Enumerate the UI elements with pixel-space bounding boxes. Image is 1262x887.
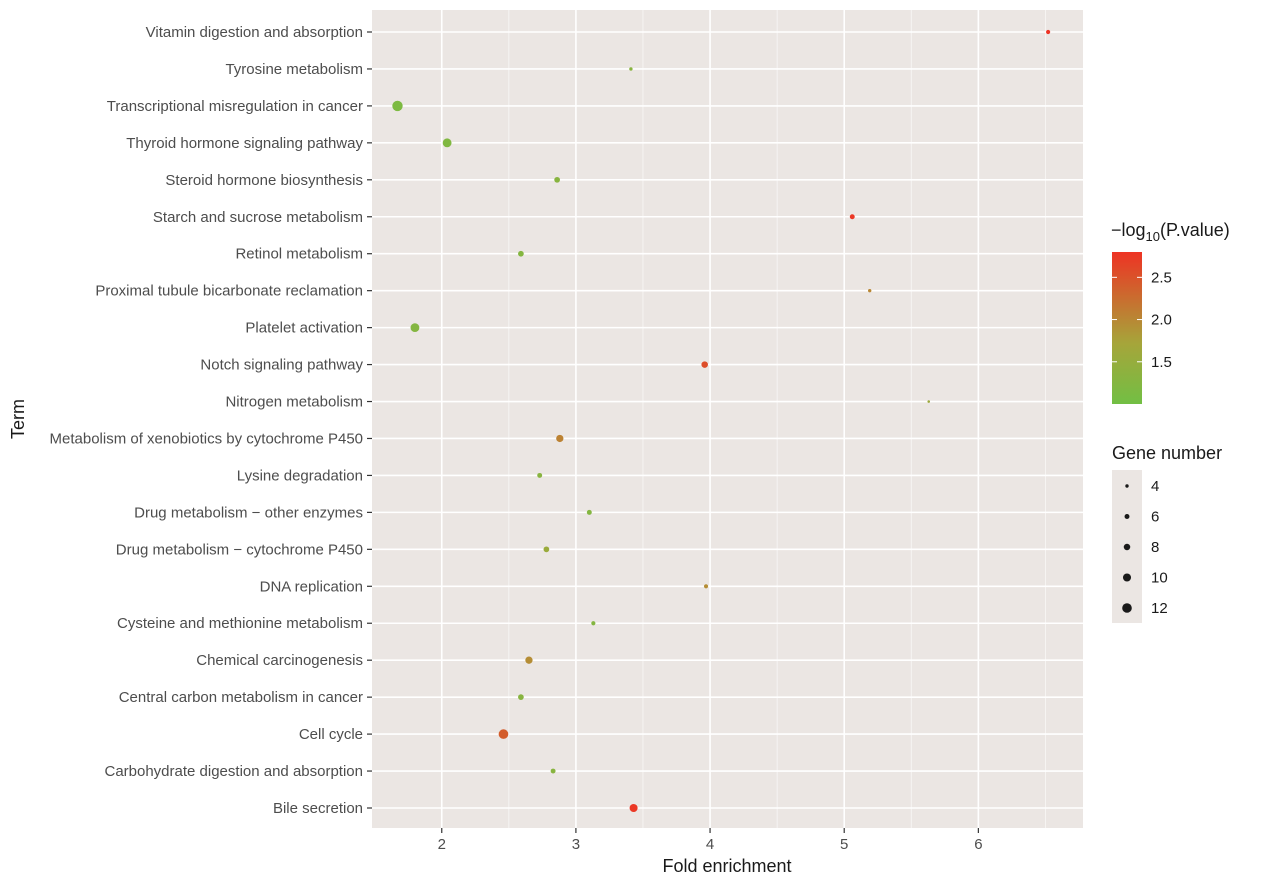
data-point [586,509,592,515]
y-tick-label: Metabolism of xenobiotics by cytochrome … [50,430,363,447]
y-tick-label: Transcriptional misregulation in cancer [107,98,363,115]
size-legend-label: 4 [1151,478,1159,495]
color-bar [1112,252,1142,404]
data-point [543,546,550,553]
y-tick-label: Drug metabolism − other enzymes [134,504,363,521]
y-tick-label: Lysine degradation [237,467,363,484]
size-legend-label: 12 [1151,600,1168,617]
size-legend-dot [1125,484,1129,488]
data-point [392,100,403,112]
x-tick-label: 3 [572,836,580,853]
data-points [392,29,1051,813]
data-point [518,694,524,701]
y-tick-label: Platelet activation [245,320,363,337]
color-bar-tick-label: 2.5 [1151,269,1172,286]
size-legend-title: Gene number [1112,443,1222,463]
size-legend-label: 6 [1151,509,1159,526]
data-point [927,400,931,403]
y-tick-label: Cysteine and methionine metabolism [117,615,363,632]
y-axis-title: Term [8,399,28,439]
size-legend-dot [1122,573,1132,582]
data-point [629,67,633,71]
y-tick-label: Drug metabolism − cytochrome P450 [116,541,363,558]
y-tick-label: Bile secretion [273,800,363,817]
y-tick-label: DNA replication [260,578,363,595]
data-point [554,176,560,183]
data-point [701,361,708,368]
y-tick-label: Proximal tubule bicarbonate reclamation [95,283,363,300]
size-legend-dot [1123,543,1131,551]
data-point [868,288,872,293]
size-legend-dot [1124,514,1130,519]
grid-minor [508,10,1046,828]
grid-major [372,10,1083,828]
data-point [518,250,524,257]
data-point [442,138,452,148]
data-point [525,656,533,664]
data-point [849,214,855,220]
data-point [1046,29,1051,35]
color-bar-tick-label: 1.5 [1151,354,1172,371]
x-tick-label: 6 [974,836,982,853]
y-tick-label: Notch signaling pathway [200,357,363,374]
y-tick-label: Carbohydrate digestion and absorption [104,763,363,780]
x-tick-label: 5 [840,836,848,853]
y-tick-label: Central carbon metabolism in cancer [119,689,363,706]
x-tick-label: 4 [706,836,714,853]
x-axis: 2 3 4 5 6 [438,828,983,853]
y-tick-label: Nitrogen metabolism [225,394,363,411]
size-legend-label: 8 [1151,539,1159,556]
y-tick-label: Tyrosine metabolism [225,61,363,78]
x-tick-label: 2 [438,836,446,853]
data-point [410,323,420,333]
color-legend-title: −log10(P.value) [1111,220,1230,244]
y-tick-label: Vitamin digestion and absorption [146,24,363,41]
y-tick-label: Steroid hormone biosynthesis [165,172,363,189]
color-bar-tick-label: 2.0 [1151,312,1172,329]
data-point [498,729,509,739]
data-point [550,768,556,774]
y-tick-label: Starch and sucrose metabolism [153,209,363,226]
data-point [591,621,596,626]
y-axis: Bile secretion Carbohydrate digestion and… [50,24,372,817]
color-legend: −log10(P.value) 1.5 2.0 2.5 [1111,220,1230,404]
size-legend-label: 10 [1151,570,1168,587]
y-tick-label: Retinol metabolism [235,246,363,263]
data-point [556,434,564,443]
y-tick-label: Thyroid hormone signaling pathway [126,135,363,152]
data-point [537,472,543,478]
size-legend: Gene number 4 6 8 10 12 [1112,443,1222,623]
size-legend-dot [1122,603,1132,613]
data-point [629,803,638,813]
plot-panel [372,10,1083,828]
y-tick-label: Chemical carcinogenesis [196,652,363,669]
y-tick-label: Cell cycle [299,726,363,743]
data-point [703,584,709,589]
x-axis-title: Fold enrichment [662,856,791,876]
